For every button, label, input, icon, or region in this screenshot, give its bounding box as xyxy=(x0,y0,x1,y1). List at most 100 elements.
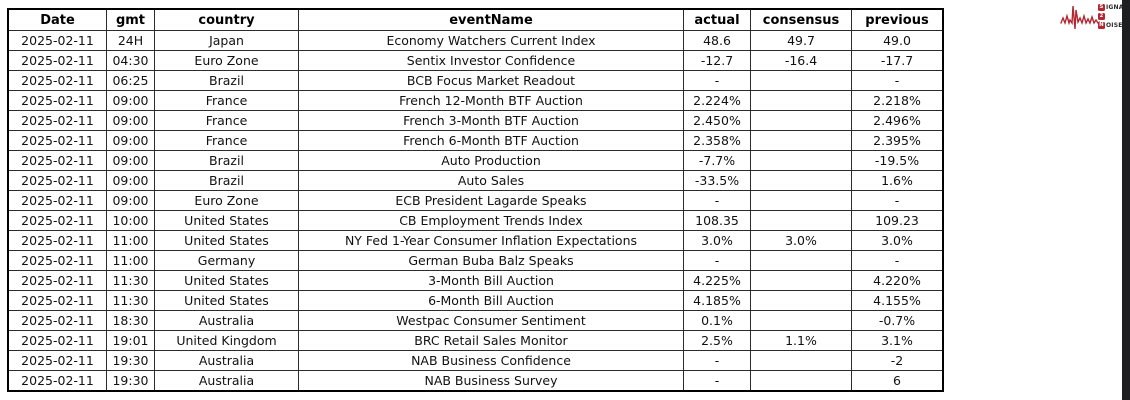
cell-gmt: 06:25 xyxy=(106,70,155,91)
cell-consensus xyxy=(750,210,852,231)
right-edge-bar xyxy=(1122,0,1130,400)
cell-country: United States xyxy=(154,210,299,231)
table-row: 2025-02-11 06:25 Brazil BCB Focus Market Re… xyxy=(7,70,944,91)
cell-eventName: CB Employment Trends Index xyxy=(298,210,684,231)
column-header-previous: previous xyxy=(851,8,944,31)
table-row: 2025-02-11 09:00 Brazil Auto Sales -33.5% 1.6… xyxy=(7,170,944,191)
cell-eventName: BRC Retail Sales Monitor xyxy=(298,330,684,351)
cell-gmt: 09:00 xyxy=(106,150,155,171)
cell-country: United States xyxy=(154,290,299,311)
cell-consensus xyxy=(750,150,852,171)
cell-country: France xyxy=(154,110,299,131)
cell-gmt: 09:00 xyxy=(106,110,155,131)
cell-country: United States xyxy=(154,230,299,251)
cell-actual: 4.185% xyxy=(683,290,751,311)
cell-consensus: 1.1% xyxy=(750,330,852,351)
logo-line-signal: S IGNAL xyxy=(1098,3,1128,11)
cell-previous: 6 xyxy=(851,370,944,392)
cell-actual: 2.358% xyxy=(683,130,751,151)
cell-country: Brazil xyxy=(154,150,299,171)
cell-country: Brazil xyxy=(154,70,299,91)
cell-previous: -19.5% xyxy=(851,150,944,171)
cell-eventName: German Buba Balz Speaks xyxy=(298,250,684,271)
cell-gmt: 11:00 xyxy=(106,230,155,251)
logo-word-ignal: IGNAL xyxy=(1106,3,1128,11)
table-row: 2025-02-11 11:00 United States NY Fed 1-Yea… xyxy=(7,230,944,251)
cell-consensus xyxy=(750,310,852,331)
cell-consensus xyxy=(750,270,852,291)
signal2noise-logo: S IGNAL 2 N OISE xyxy=(1060,2,1127,32)
cell-eventName: 3-Month Bill Auction xyxy=(298,270,684,291)
cell-consensus: -16.4 xyxy=(750,50,852,71)
logo-digit-2: 2 xyxy=(1098,12,1105,20)
cell-eventName: 6-Month Bill Auction xyxy=(298,290,684,311)
cell-eventName: NAB Business Confidence xyxy=(298,350,684,371)
cell-date: 2025-02-11 xyxy=(7,230,107,251)
cell-eventName: ECB President Lagarde Speaks xyxy=(298,190,684,211)
cell-eventName: Economy Watchers Current Index xyxy=(298,30,684,51)
cell-date: 2025-02-11 xyxy=(7,350,107,371)
cell-previous: -2 xyxy=(851,350,944,371)
cell-gmt: 19:30 xyxy=(106,350,155,371)
cell-consensus xyxy=(750,170,852,191)
cell-eventName: Sentix Investor Confidence xyxy=(298,50,684,71)
cell-actual: - xyxy=(683,370,751,392)
cell-date: 2025-02-11 xyxy=(7,110,107,131)
cell-date: 2025-02-11 xyxy=(7,250,107,271)
cell-country: United Kingdom xyxy=(154,330,299,351)
cell-actual: 2.450% xyxy=(683,110,751,131)
cell-actual: - xyxy=(683,350,751,371)
cell-date: 2025-02-11 xyxy=(7,190,107,211)
cell-previous: 2.395% xyxy=(851,130,944,151)
cell-date: 2025-02-11 xyxy=(7,30,107,51)
cell-date: 2025-02-11 xyxy=(7,170,107,191)
cell-gmt: 09:00 xyxy=(106,190,155,211)
cell-country: Euro Zone xyxy=(154,190,299,211)
table-row: 2025-02-11 19:30 Australia NAB Business Con… xyxy=(7,350,944,371)
cell-date: 2025-02-11 xyxy=(7,290,107,311)
cell-actual: - xyxy=(683,70,751,91)
cell-actual: 108.35 xyxy=(683,210,751,231)
cell-consensus xyxy=(750,370,852,392)
logo-line-2: 2 xyxy=(1098,12,1128,20)
cell-previous: 109.23 xyxy=(851,210,944,231)
cell-eventName: French 6-Month BTF Auction xyxy=(298,130,684,151)
cell-gmt: 04:30 xyxy=(106,50,155,71)
table-row: 2025-02-11 11:30 United States 6-Month Bill… xyxy=(7,290,944,311)
cell-gmt: 19:01 xyxy=(106,330,155,351)
cell-actual: - xyxy=(683,190,751,211)
cell-gmt: 09:00 xyxy=(106,90,155,111)
column-header-country: country xyxy=(154,8,299,31)
cell-gmt: 10:00 xyxy=(106,210,155,231)
cell-previous: 3.1% xyxy=(851,330,944,351)
table-row: 2025-02-11 11:30 United States 3-Month Bill… xyxy=(7,270,944,291)
table-row: 2025-02-11 19:01 United Kingdom BRC Retail … xyxy=(7,330,944,351)
cell-gmt: 24H xyxy=(106,30,155,51)
table-row: 2025-02-11 09:00 France French 6-Month BTF … xyxy=(7,130,944,151)
cell-date: 2025-02-11 xyxy=(7,330,107,351)
cell-date: 2025-02-11 xyxy=(7,210,107,231)
table-row: 2025-02-11 10:00 United States CB Employmen… xyxy=(7,210,944,231)
cell-actual: 2.224% xyxy=(683,90,751,111)
economic-calendar-table: Date gmt country eventName actual consensus pr… xyxy=(7,8,944,392)
cell-gmt: 09:00 xyxy=(106,170,155,191)
column-header-eventName: eventName xyxy=(298,8,684,31)
cell-eventName: Auto Sales xyxy=(298,170,684,191)
table-row: 2025-02-11 09:00 Euro Zone ECB President La… xyxy=(7,190,944,211)
cell-actual: -33.5% xyxy=(683,170,751,191)
cell-eventName: Westpac Consumer Sentiment xyxy=(298,310,684,331)
column-header-date: Date xyxy=(7,8,107,31)
logo-line-noise: N OISE xyxy=(1098,21,1128,29)
cell-date: 2025-02-11 xyxy=(7,50,107,71)
logo-text: S IGNAL 2 N OISE xyxy=(1098,3,1128,29)
table-head: Date gmt country eventName actual consensus pr… xyxy=(7,8,944,31)
cell-eventName: BCB Focus Market Readout xyxy=(298,70,684,91)
cell-eventName: NY Fed 1-Year Consumer Inflation Expecta… xyxy=(298,230,684,251)
table-row: 2025-02-11 11:00 Germany German Buba Balz S… xyxy=(7,250,944,271)
cell-date: 2025-02-11 xyxy=(7,130,107,151)
cell-consensus: 49.7 xyxy=(750,30,852,51)
cell-eventName: French 3-Month BTF Auction xyxy=(298,110,684,131)
cell-actual: 3.0% xyxy=(683,230,751,251)
cell-consensus xyxy=(750,250,852,271)
